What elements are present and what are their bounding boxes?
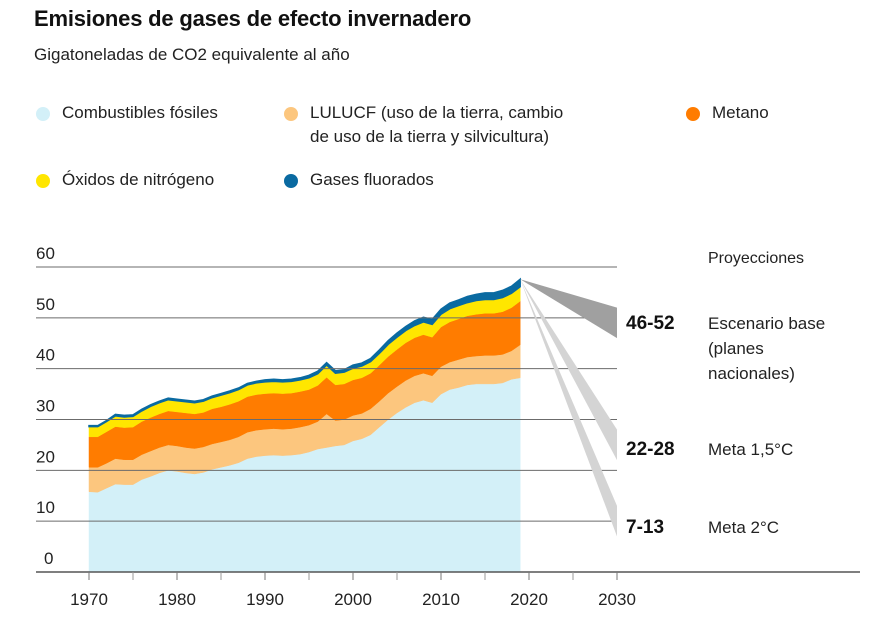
projection-label-0: Escenario base (planes nacionales) xyxy=(708,314,825,383)
y-tick-label-30: 30 xyxy=(36,397,55,416)
projection-range-2: 7-13 xyxy=(626,517,664,538)
projection-range-0: 46-52 xyxy=(626,313,675,334)
legend-item-gases-fluorados: Gases fluorados xyxy=(284,168,434,192)
legend-item-lulucf: LULUCF (uso de la tierra, cambio de uso … xyxy=(284,101,624,149)
projection-range-1: 22-28 xyxy=(626,439,675,460)
projection-wedge-1 xyxy=(520,279,617,461)
legend-swatch-icon xyxy=(284,174,298,188)
x-tick-label-2000: 2000 xyxy=(334,590,372,609)
y-tick-label-50: 50 xyxy=(36,295,55,314)
projections-heading: Proyecciones xyxy=(708,250,804,267)
x-tick-label-2010: 2010 xyxy=(422,590,460,609)
legend-item-metano: Metano xyxy=(686,101,769,125)
legend-swatch-icon xyxy=(284,107,298,121)
x-tick-label-2030: 2030 xyxy=(598,590,636,609)
x-tick-label-1980: 1980 xyxy=(158,590,196,609)
legend-label: Metano xyxy=(712,103,769,122)
legend-label: Combustibles fósiles xyxy=(62,103,218,122)
legend-label: Gases fluorados xyxy=(310,170,434,189)
y-tick-label-10: 10 xyxy=(36,498,55,517)
projection-label-line: Meta 1,5°C xyxy=(708,440,793,459)
legend-label: LULUCF (uso de la tierra, cambio de uso … xyxy=(310,103,564,146)
chart-title: Emisiones de gases de efecto invernadero xyxy=(34,6,472,31)
y-tick-label-60: 60 xyxy=(36,244,55,263)
projection-label-line: (planes xyxy=(708,339,764,358)
projection-label-line: nacionales) xyxy=(708,364,795,383)
x-tick-label-1970: 1970 xyxy=(70,590,108,609)
x-tick-label-2020: 2020 xyxy=(510,590,548,609)
legend-item-combustibles-fosiles: Combustibles fósiles xyxy=(36,101,218,125)
legend-item-oxidos-de-nitrogeno: Óxidos de nitrógeno xyxy=(36,168,214,192)
chart-subtitle: Gigatoneladas de CO2 equivalente al año xyxy=(34,45,350,64)
area-gases xyxy=(88,277,521,428)
legend-swatch-icon xyxy=(36,107,50,121)
projection-label-1: Meta 1,5°C xyxy=(708,440,793,459)
projection-label-line: Meta 2°C xyxy=(708,518,779,537)
projection-label-line: Escenario base xyxy=(708,314,825,333)
legend-swatch-icon xyxy=(36,174,50,188)
legend-label: Óxidos de nitrógeno xyxy=(62,170,215,189)
y-tick-label-20: 20 xyxy=(36,447,55,466)
legend-swatch-icon xyxy=(686,107,700,121)
projection-wedge-0 xyxy=(520,279,617,339)
y-tick-label-40: 40 xyxy=(36,346,55,365)
projection-wedge-2 xyxy=(520,279,617,537)
y-tick-label-0: 0 xyxy=(44,549,53,568)
projection-label-2: Meta 2°C xyxy=(708,518,779,537)
x-tick-label-1990: 1990 xyxy=(246,590,284,609)
